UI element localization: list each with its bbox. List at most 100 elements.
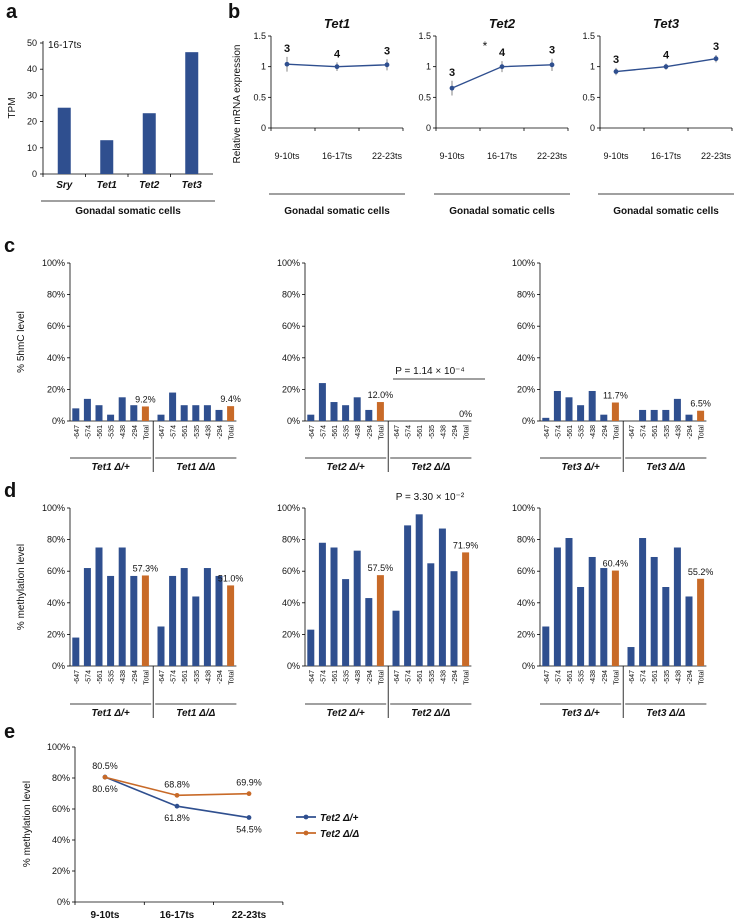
b-subplot-title: Tet1 — [324, 16, 350, 31]
d-total-value-label: 51.0% — [218, 573, 244, 583]
c-y-tick-label: 80% — [282, 290, 300, 300]
d-category-label: -535 — [664, 670, 671, 684]
d-y-tick-label: 60% — [282, 566, 300, 576]
e-y-tick-label: 60% — [52, 804, 70, 814]
b-significance-star: * — [483, 39, 488, 53]
e-y-tick-label: 40% — [52, 835, 70, 845]
d-bar — [118, 547, 126, 666]
d-category-label: -294 — [367, 670, 374, 684]
d-category-label: -438 — [440, 670, 447, 684]
c-bar — [72, 408, 80, 421]
d-total-bar — [141, 575, 149, 666]
c-category-label: -294 — [132, 425, 139, 439]
c-category-label: -438 — [675, 425, 682, 439]
a-y-tick-label: 20 — [27, 117, 37, 127]
d-bar — [600, 568, 608, 666]
d-category-label: -574 — [85, 670, 92, 684]
d-category-label: -561 — [332, 670, 339, 684]
b-data-point — [384, 62, 390, 68]
c-group-label: Tet1 Δ/+ — [91, 462, 129, 473]
d-category-label: -294 — [687, 670, 694, 684]
d-group-label: Tet2 Δ/Δ — [411, 708, 450, 719]
d-total-value-label: 57.5% — [368, 563, 394, 573]
b-x-tick-label: 16-17ts — [322, 151, 353, 161]
d-category-label: Total — [143, 670, 150, 685]
d-total-bar — [376, 575, 384, 666]
d-y-tick-label: 40% — [282, 598, 300, 608]
c-category-label: -561 — [567, 425, 574, 439]
b-y-tick-label: 0.5 — [253, 92, 266, 102]
c-category-label: -438 — [205, 425, 212, 439]
a-y-tick-label: 30 — [27, 90, 37, 100]
c-y-tick-label: 60% — [282, 321, 300, 331]
d-bar — [157, 626, 165, 666]
c-bar — [662, 409, 670, 421]
d-bar — [130, 575, 138, 666]
d-category-label: -647 — [629, 670, 636, 684]
b-subplot-title: Tet3 — [653, 16, 680, 31]
c-bar — [685, 414, 693, 421]
d-category-label: -647 — [394, 670, 401, 684]
a-bar — [142, 113, 156, 174]
b-y-tick-label: 0 — [261, 123, 266, 133]
d-bar — [215, 575, 223, 666]
c-category-label: -561 — [417, 425, 424, 439]
b-n-label: 4 — [663, 50, 670, 62]
d-total-value-label: 71.9% — [453, 540, 479, 550]
a-annotation: 16-17ts — [48, 40, 81, 51]
b-x-axis-label: Gonadal somatic cells — [449, 206, 555, 217]
b-x-tick-label: 22-23ts — [372, 151, 403, 161]
a-category-label: Sry — [56, 180, 73, 191]
b-y-tick-label: 0.5 — [582, 92, 595, 102]
d-group-label: Tet1 Δ/+ — [91, 708, 129, 719]
d-total-bar — [462, 552, 470, 666]
d-category-label: -561 — [567, 670, 574, 684]
b-y-tick-label: 0 — [590, 123, 595, 133]
c-category-label: -535 — [194, 425, 201, 439]
b-data-point — [613, 69, 619, 74]
d-category-label: Total — [378, 670, 385, 685]
d-total-bar — [697, 578, 705, 666]
d-category-label: -438 — [590, 670, 597, 684]
d-category-label: -574 — [406, 670, 413, 684]
d-category-label: Total — [613, 670, 620, 685]
c-bar — [157, 414, 165, 421]
c-bar — [307, 414, 315, 421]
c-y-tick-label: 20% — [517, 384, 535, 394]
d-category-label: -294 — [217, 670, 224, 684]
c-total-value-label: 9.2% — [135, 394, 156, 404]
c-category-label: -535 — [344, 425, 351, 439]
b-data-point — [284, 61, 290, 67]
e-x-tick-label: 22-23ts — [232, 910, 267, 921]
panel-letter-c: c — [4, 235, 15, 257]
d-bar — [685, 596, 693, 666]
b-x-tick-label: 9-10ts — [274, 151, 300, 161]
c-y-tick-label: 100% — [42, 258, 65, 268]
d-bar — [450, 571, 458, 666]
c-category-label: -438 — [120, 425, 127, 439]
b-x-tick-label: 9-10ts — [439, 151, 465, 161]
c-bar — [600, 414, 608, 421]
a-category-label: Tet3 — [182, 180, 203, 191]
b-n-label: 3 — [549, 45, 555, 57]
c-total-bar — [141, 406, 149, 421]
d-bar — [95, 547, 103, 666]
d-bar — [353, 550, 361, 666]
d-bar — [392, 610, 400, 666]
d-bar — [83, 568, 91, 666]
c-category-label: -561 — [182, 425, 189, 439]
b-y-axis-label: Relative mRNA expression — [232, 45, 243, 164]
d-category-label: -438 — [355, 670, 362, 684]
e-y-tick-label: 0% — [57, 897, 70, 907]
d-bar — [650, 556, 658, 666]
d-bar — [588, 556, 596, 666]
d-total-value-label: 57.3% — [133, 563, 159, 573]
c-category-label: Total — [699, 425, 706, 440]
d-y-tick-label: 20% — [47, 629, 65, 639]
b-y-tick-label: 1 — [590, 62, 595, 72]
e-legend-marker — [303, 830, 309, 836]
c-category-label: -561 — [332, 425, 339, 439]
b-subplot-title: Tet2 — [489, 16, 516, 31]
c-total-value-label: 11.7% — [603, 391, 628, 401]
